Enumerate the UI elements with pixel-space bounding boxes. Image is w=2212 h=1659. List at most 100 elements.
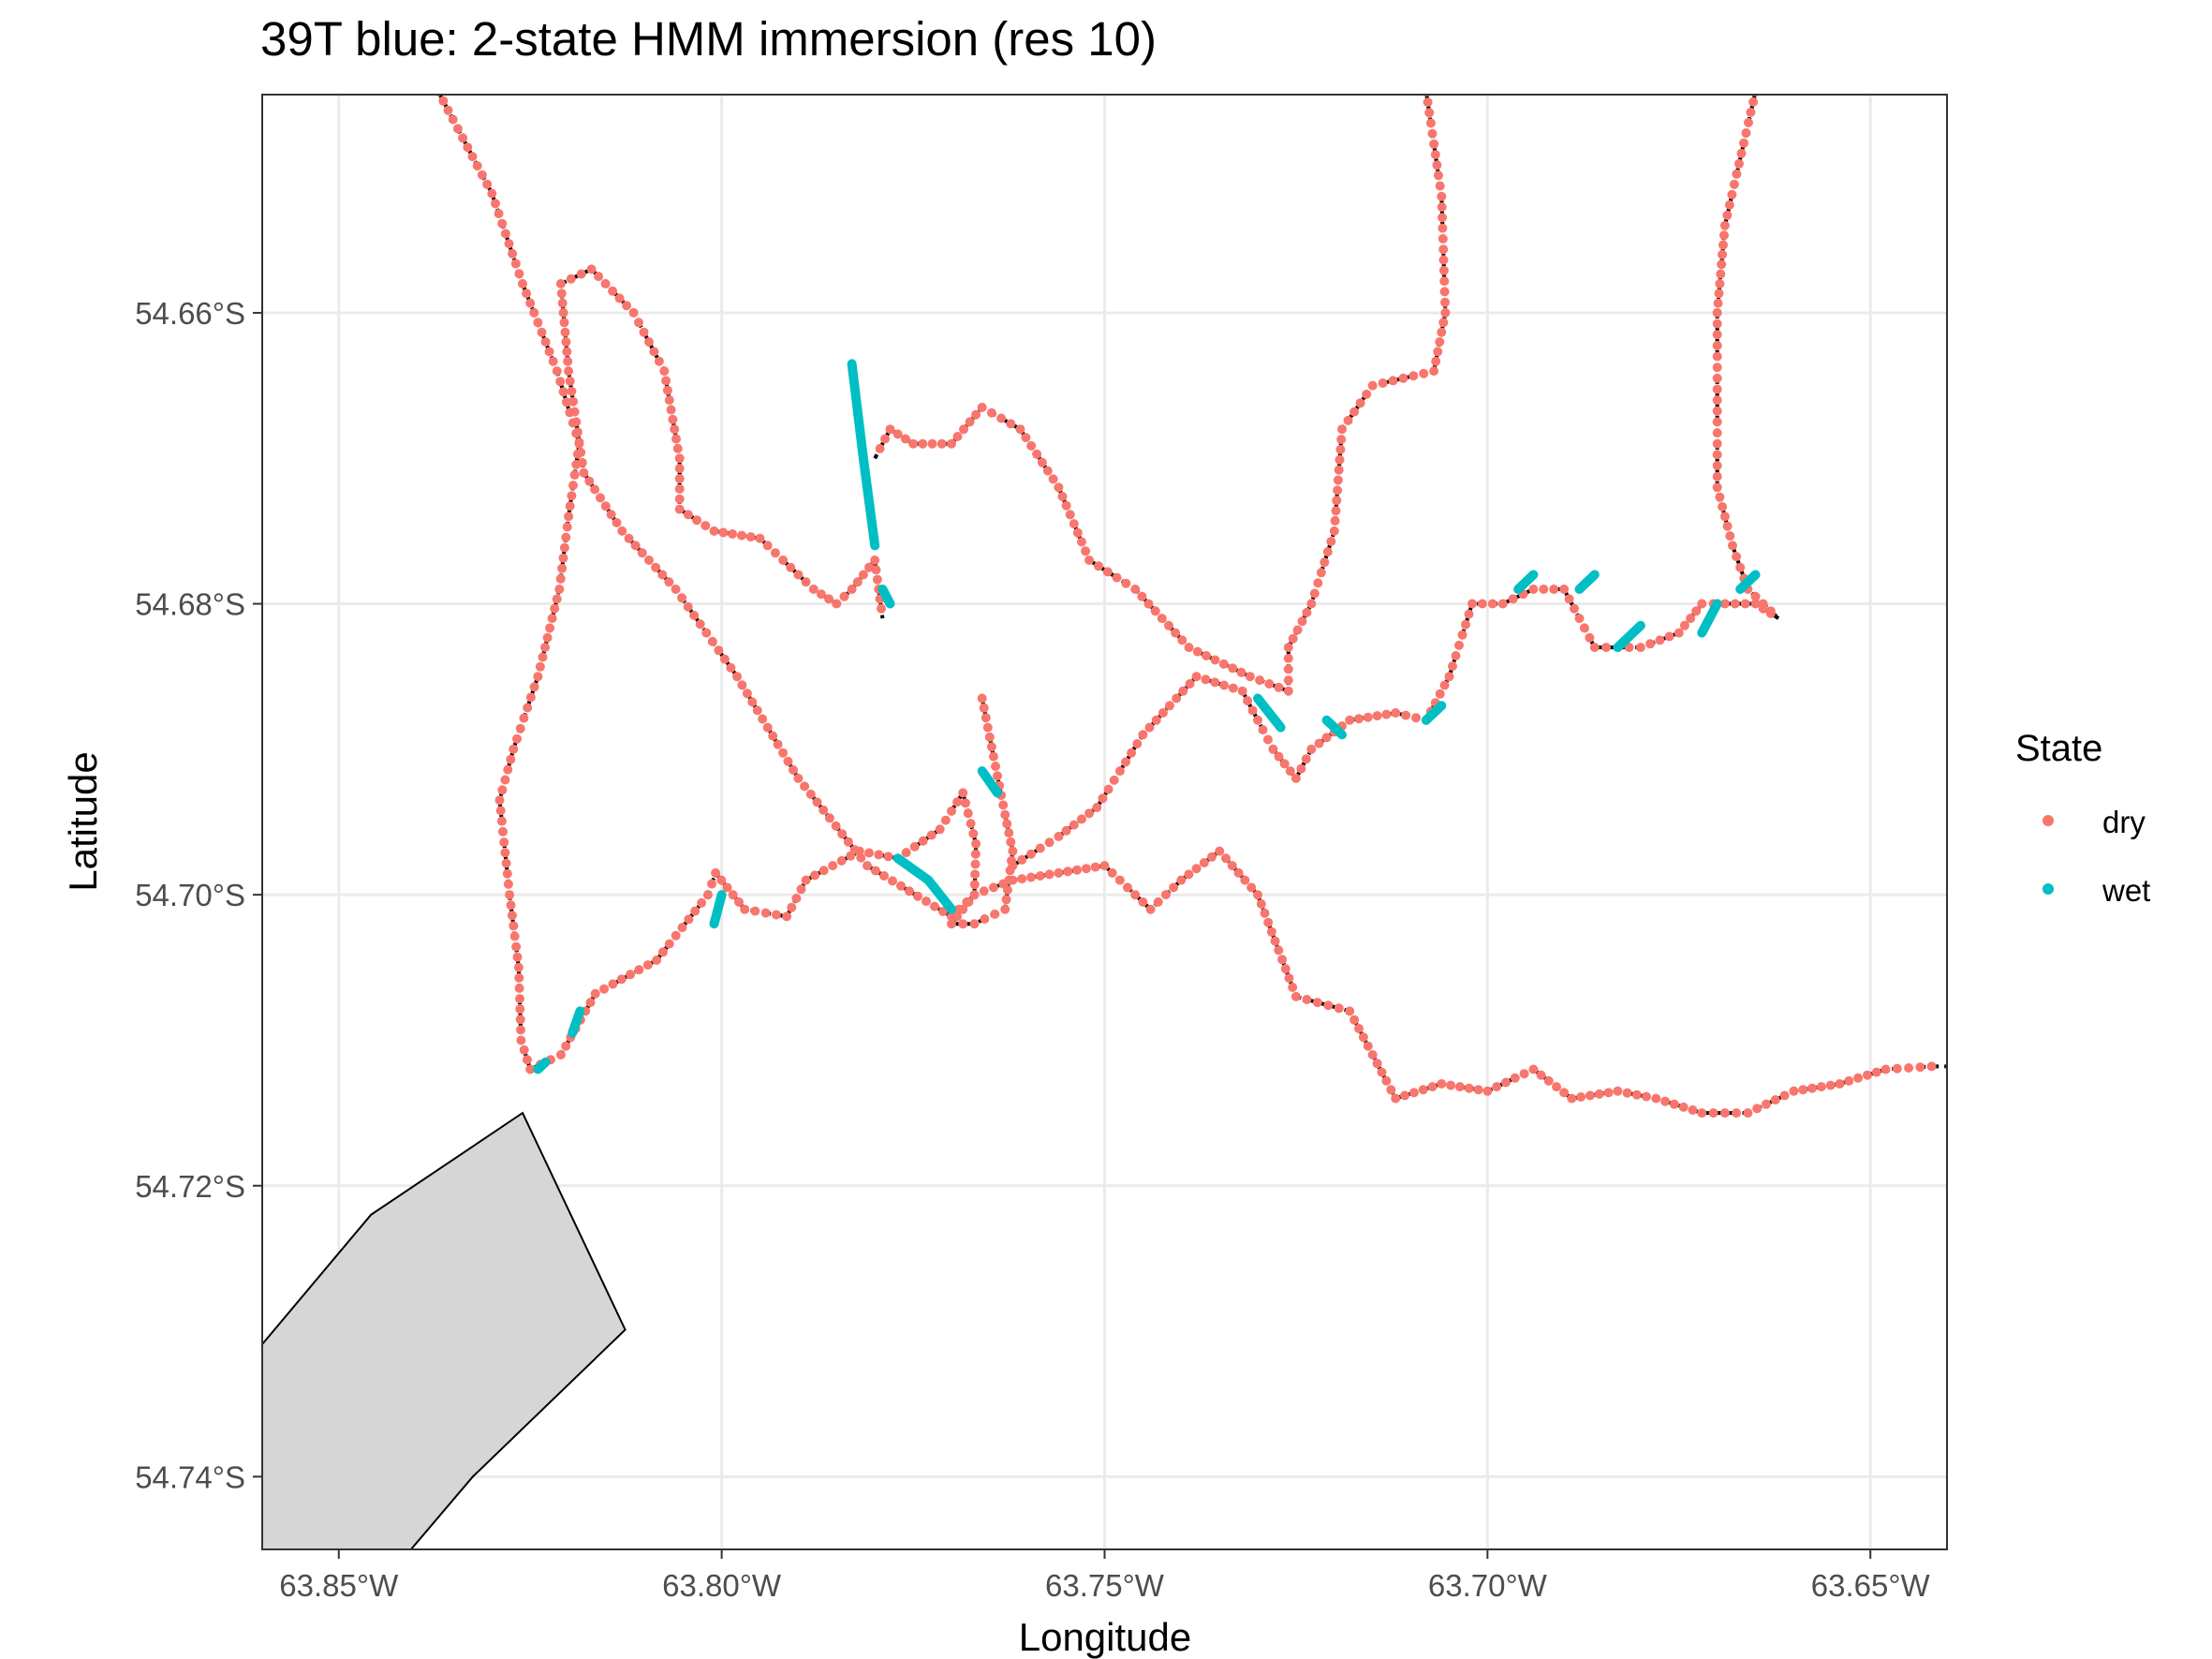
dry-point [901,848,911,858]
dry-point [608,286,618,296]
y-tick-label-4: 54.74°S [135,1459,245,1494]
dry-point [758,714,768,724]
dry-point [1288,983,1298,992]
wet-north-strip [847,359,880,551]
dry-point [1283,664,1293,674]
dry-point [1219,680,1230,690]
dry-point [1199,858,1209,867]
dry-point [1006,419,1016,429]
dry-point [922,896,931,907]
dry-point [818,866,829,876]
dry-point [1594,1089,1604,1099]
dry-point [1712,384,1722,394]
wet-center-diagonal [892,853,956,914]
dry-point [858,570,868,580]
dry-point [1263,917,1274,927]
dry-point [1603,1088,1614,1098]
dry-point [1098,793,1108,804]
dry-point [614,293,625,304]
dry-point [1084,808,1095,819]
dry-point [533,318,543,328]
dry-point [1092,803,1102,812]
dry-point [1321,733,1332,743]
dry-point [793,570,804,580]
dry-point [1712,330,1722,340]
dry-point [1266,926,1276,937]
dry-point [508,248,518,259]
dry-point [1138,730,1148,740]
dry-point [594,272,604,282]
dry-point [544,347,554,357]
dry-point [970,859,981,869]
dry-point [662,385,672,395]
dry-point [463,142,473,153]
dry-point [810,870,820,881]
dry-point [616,974,627,985]
legend-key-dry [2042,815,2054,826]
dry-point [1081,864,1091,874]
dry-point [548,356,558,366]
dry-point [1099,861,1110,871]
grid-lines [262,95,1947,1549]
dry-point [497,785,508,795]
dry-point [1585,632,1595,643]
dry-point [1391,708,1401,718]
dry-point [711,867,721,878]
dry-point [1026,440,1037,451]
dry-point [1094,561,1103,571]
y-axis: 54.66°S 54.68°S 54.70°S 54.72°S 54.74°S [135,296,262,1494]
dry-point [690,906,700,916]
dry-point [1528,585,1539,594]
dry-point [1292,625,1303,635]
dry-point [683,510,693,520]
dry-point [1750,591,1761,601]
dry-point [709,526,719,536]
dry-point [1438,244,1449,255]
dry-point [501,858,511,868]
dry-point [1210,677,1220,688]
dry-point [1564,594,1574,604]
dry-point [1487,599,1497,609]
dry-point [1712,318,1722,329]
dry-point [1717,259,1727,270]
dry-point [1171,628,1181,638]
y-tick-label-3: 54.72°S [135,1169,245,1204]
dry-point [1622,1088,1632,1098]
dry-point [1439,680,1450,690]
dry-point [1355,398,1365,408]
dry-point [947,806,956,816]
dry-point [1715,278,1725,289]
dry-point [787,902,797,912]
dry-point [1130,890,1141,900]
dry-point [537,327,547,337]
dry-point [1732,1108,1742,1118]
dry-point [1008,875,1018,885]
dry-point [1290,991,1301,1001]
dry-point [522,1055,532,1065]
dry-point [1000,904,1010,914]
dry-point [1354,1024,1364,1033]
dry-point [639,327,649,337]
dry-point [1674,628,1684,638]
dry-point [1418,1085,1428,1095]
dry-point [783,756,793,766]
dry-point [568,396,578,407]
dry-point [1283,675,1293,686]
dry-point [1844,1075,1854,1086]
dry-point [1035,843,1045,853]
dry-point [872,574,882,585]
dry-point [1127,748,1137,758]
dry-point [1114,875,1125,885]
dry-point [1258,725,1268,735]
dry-point [1381,1075,1392,1086]
dry-point [1712,351,1722,362]
dry-point [576,269,586,279]
dry-point [1439,276,1450,287]
dry-point [971,409,981,420]
dry-point [1158,708,1168,718]
dry-point [500,848,510,858]
dry-point [577,457,587,467]
dry-point [986,742,996,752]
dry-point [1228,683,1238,693]
dry-point [1002,819,1012,829]
